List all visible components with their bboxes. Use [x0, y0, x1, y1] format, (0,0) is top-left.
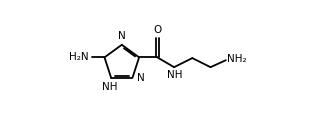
Text: N: N [137, 73, 145, 83]
Text: NH₂: NH₂ [227, 54, 247, 65]
Text: NH: NH [167, 70, 183, 80]
Text: NH: NH [102, 82, 118, 92]
Text: N: N [118, 31, 126, 41]
Text: H₂N: H₂N [70, 52, 89, 62]
Text: O: O [153, 25, 161, 35]
